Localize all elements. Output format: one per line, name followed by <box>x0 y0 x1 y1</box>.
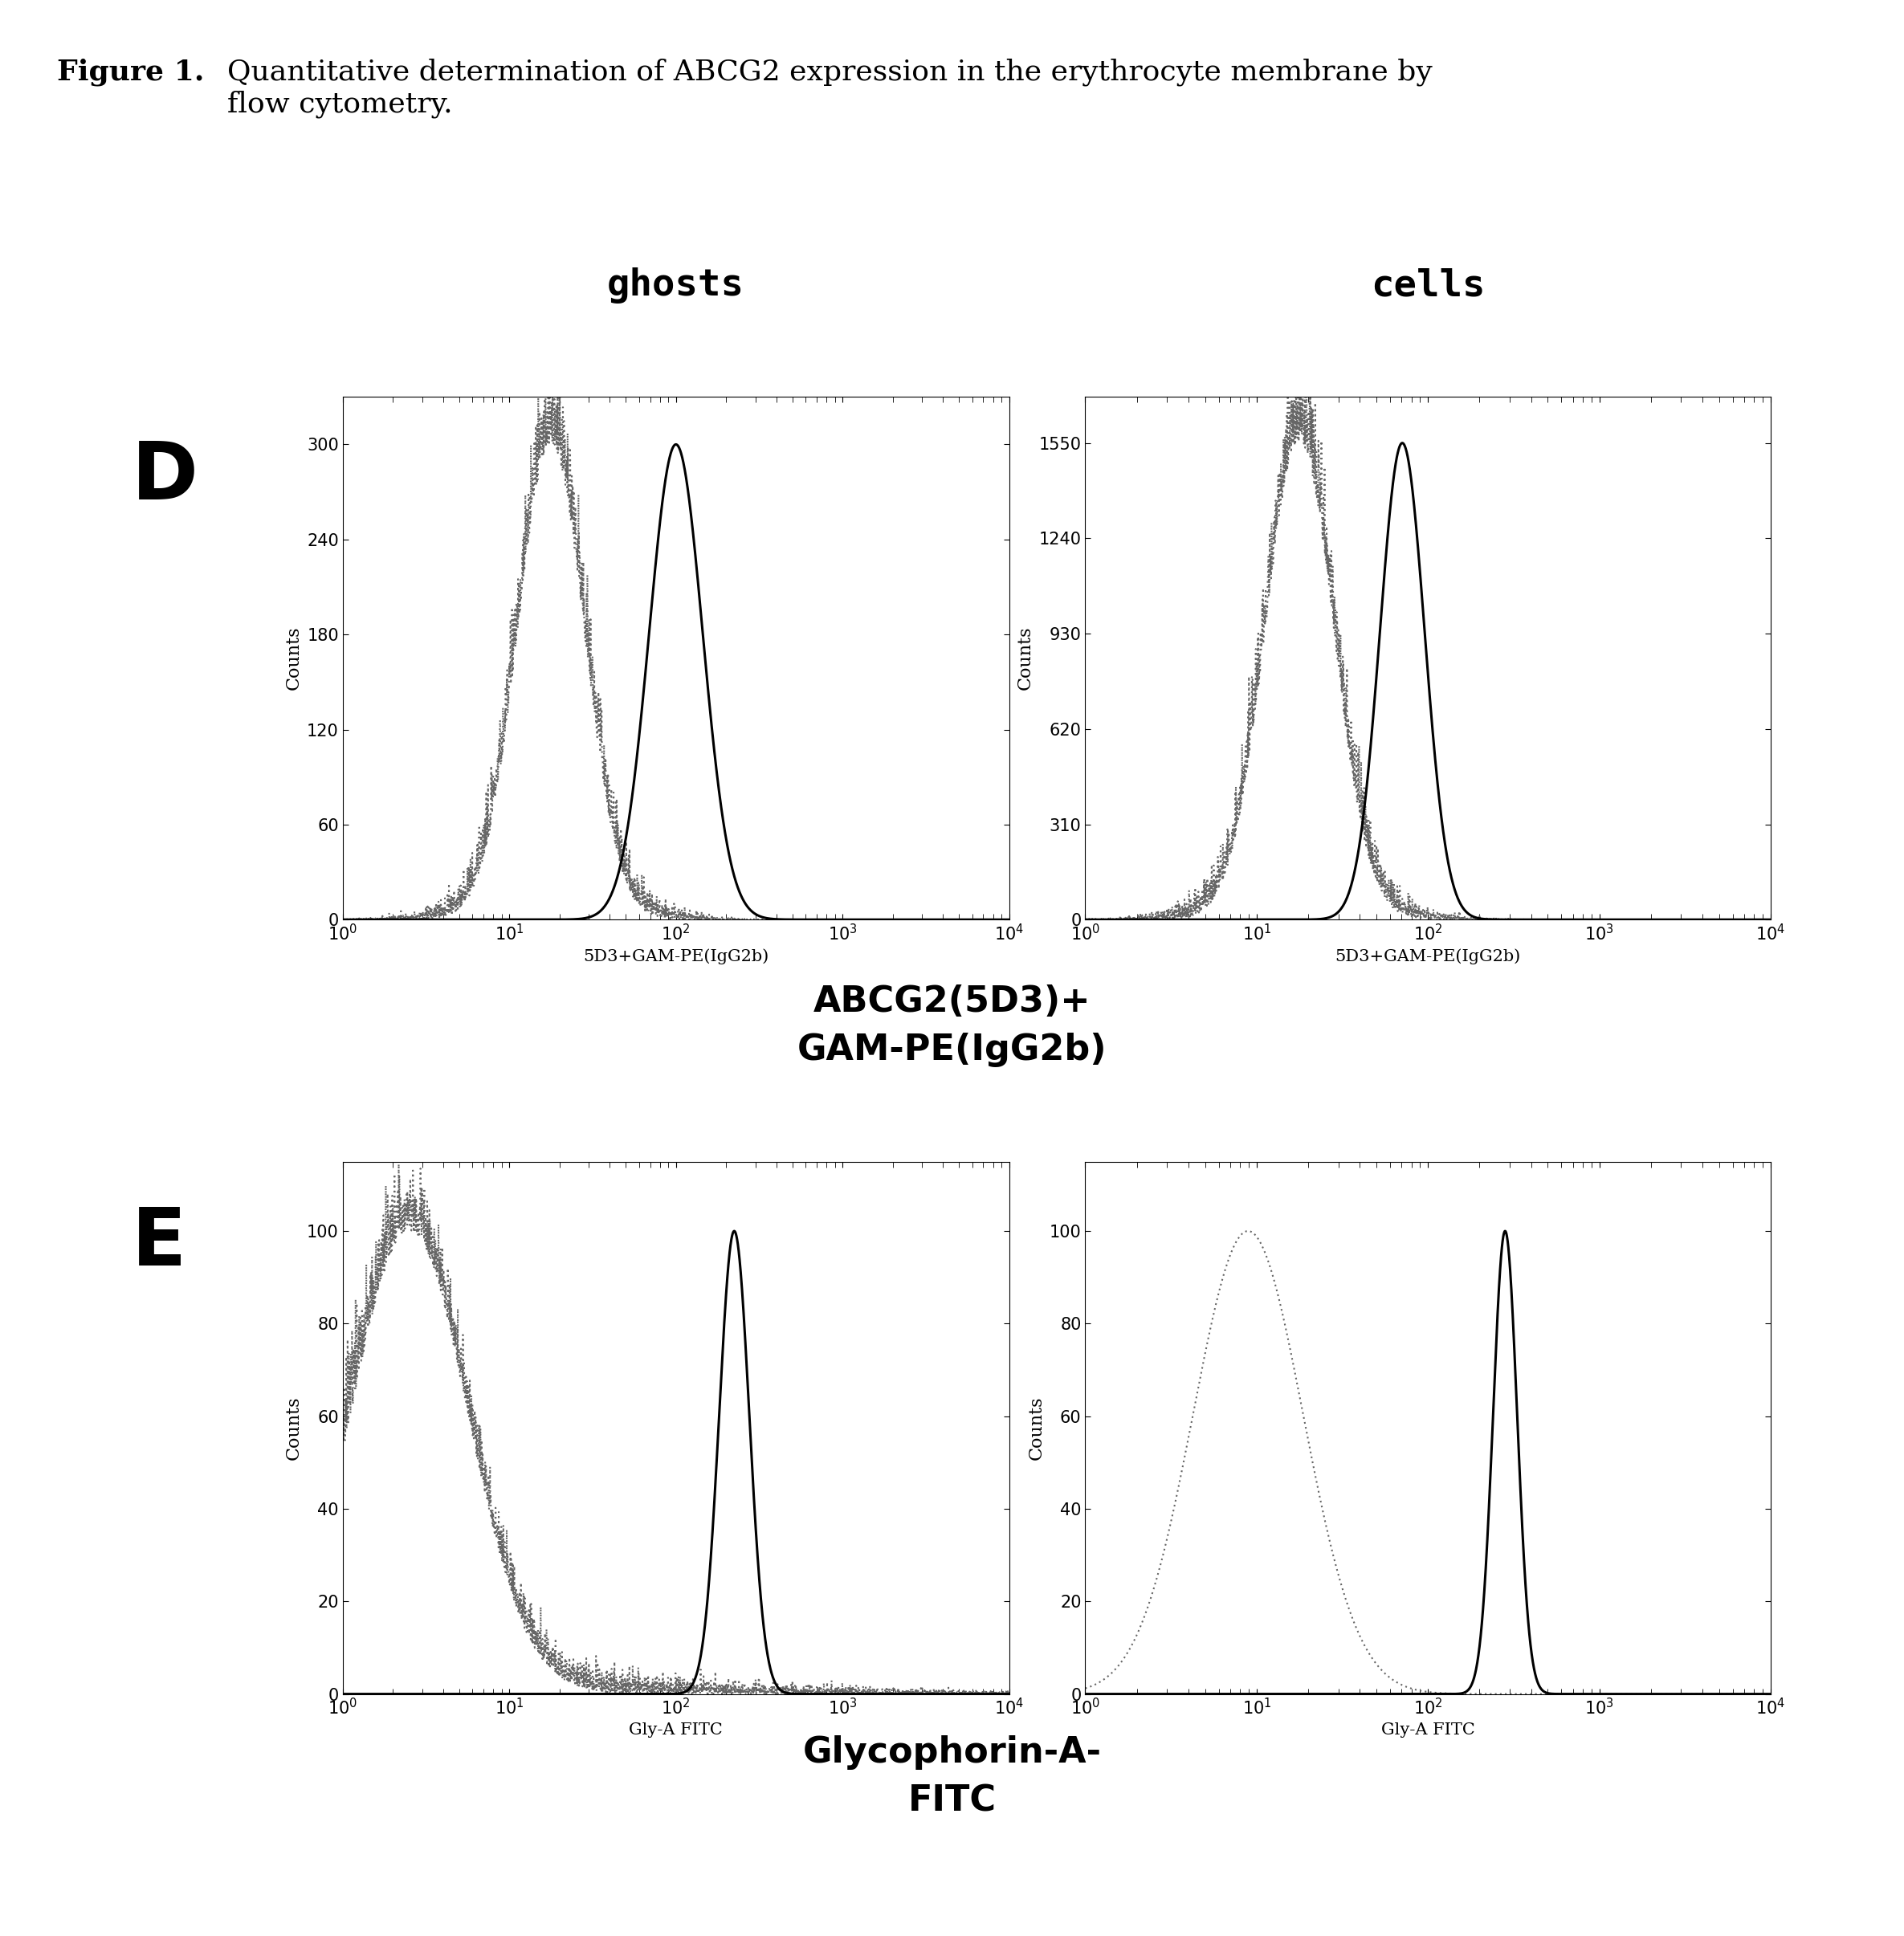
X-axis label: Gly-A FITC: Gly-A FITC <box>1380 1723 1476 1739</box>
Text: Figure 1.: Figure 1. <box>57 58 204 85</box>
Text: E: E <box>131 1204 187 1282</box>
X-axis label: Gly-A FITC: Gly-A FITC <box>628 1723 724 1739</box>
Text: Glycophorin-A-
FITC: Glycophorin-A- FITC <box>803 1735 1101 1818</box>
Y-axis label: Counts: Counts <box>1017 627 1034 689</box>
Text: ABCG2(5D3)+
GAM-PE(IgG2b): ABCG2(5D3)+ GAM-PE(IgG2b) <box>798 985 1106 1067</box>
Text: D: D <box>131 439 198 517</box>
Y-axis label: Counts: Counts <box>286 1396 303 1460</box>
Y-axis label: Counts: Counts <box>286 627 303 689</box>
Text: Quantitative determination of ABCG2 expression in the erythrocyte membrane by
fl: Quantitative determination of ABCG2 expr… <box>227 58 1432 118</box>
Text: ghosts: ghosts <box>607 267 744 304</box>
Y-axis label: Counts: Counts <box>1028 1396 1045 1460</box>
X-axis label: 5D3+GAM-PE(IgG2b): 5D3+GAM-PE(IgG2b) <box>1335 949 1521 964</box>
X-axis label: 5D3+GAM-PE(IgG2b): 5D3+GAM-PE(IgG2b) <box>583 949 769 964</box>
Text: cells: cells <box>1371 267 1485 304</box>
